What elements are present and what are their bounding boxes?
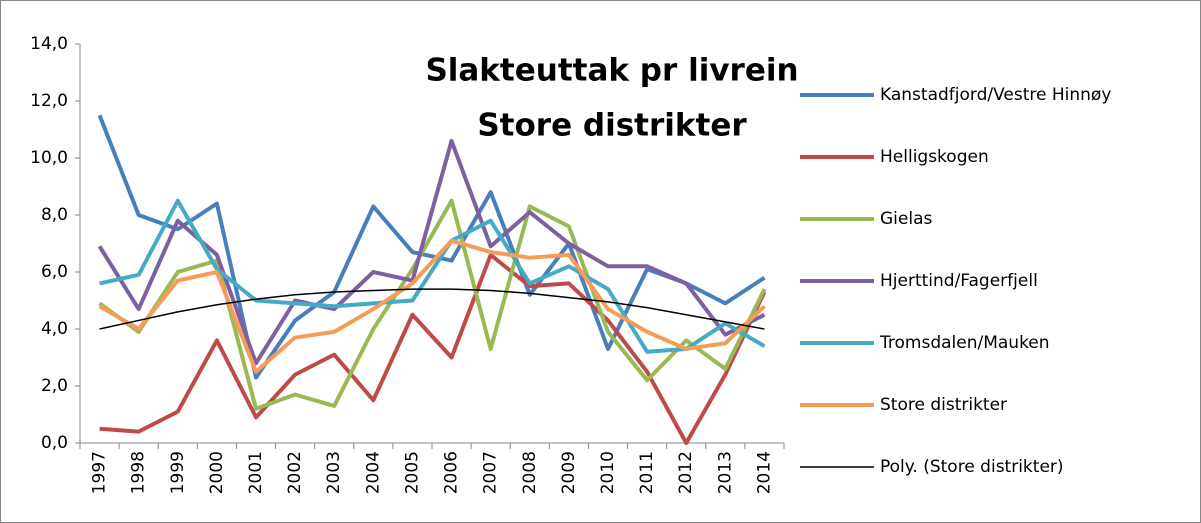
legend-label: Helligskogen (880, 147, 989, 167)
x-tick-label: 2009 (559, 451, 579, 494)
x-tick-label: 2010 (598, 451, 618, 494)
chart-title: Slakteuttak pr livrein (425, 53, 798, 89)
x-tick-label: 2013 (715, 451, 735, 494)
legend-label: Gielas (880, 209, 932, 229)
legend-label: Hjerttind/Fagerfjell (880, 271, 1038, 291)
chart-subtitle: Store distrikter (477, 108, 747, 144)
x-tick-label: 2014 (754, 451, 774, 494)
series-line (99, 252, 767, 445)
x-tick-label: 2012 (676, 451, 696, 494)
x-tick-label: 2004 (363, 451, 383, 494)
x-tick-label: 2000 (207, 451, 227, 494)
legend-label: Tromsdalen/Mauken (879, 333, 1050, 353)
y-tick-label: 6,0 (41, 262, 68, 282)
series-line (98, 238, 766, 374)
x-tick-label: 2007 (481, 451, 501, 494)
series-line (97, 114, 766, 380)
series-line (97, 138, 766, 366)
x-tick-label: 2006 (442, 451, 462, 494)
x-tick-label: 2005 (402, 451, 422, 494)
x-tick-label: 2008 (520, 451, 540, 494)
y-tick-label: 0,0 (41, 433, 68, 453)
y-tick-label: 12,0 (30, 91, 68, 111)
x-tick-label: 1997 (90, 451, 110, 494)
y-tick-label: 14,0 (30, 34, 68, 54)
y-tick-label: 4,0 (41, 319, 68, 339)
plot-area: 0,0 2,0 4,0 6,0 8,0 10,0 12,0 14,0 1997 1998 1999 2… (30, 34, 1111, 494)
legend-label: Store distrikter (880, 395, 1007, 415)
x-tick-label: 1999 (168, 451, 188, 494)
series-line (98, 198, 767, 411)
legend-label: Poly. (Store distrikter) (880, 457, 1064, 477)
x-tick-label: 2001 (246, 451, 266, 494)
y-tick-label: 2,0 (41, 376, 68, 396)
x-tick-label: 1998 (129, 451, 149, 494)
x-tick-label: 2011 (637, 451, 657, 494)
legend-label: Kanstadfjord/Vestre Hinnøy (880, 85, 1111, 105)
series-line (99, 288, 765, 330)
series-line (99, 198, 766, 354)
y-tick-label: 10,0 (30, 148, 68, 168)
y-tick-label: 8,0 (41, 205, 68, 225)
x-tick-label: 2003 (324, 451, 344, 494)
x-tick-label: 2002 (285, 451, 305, 494)
